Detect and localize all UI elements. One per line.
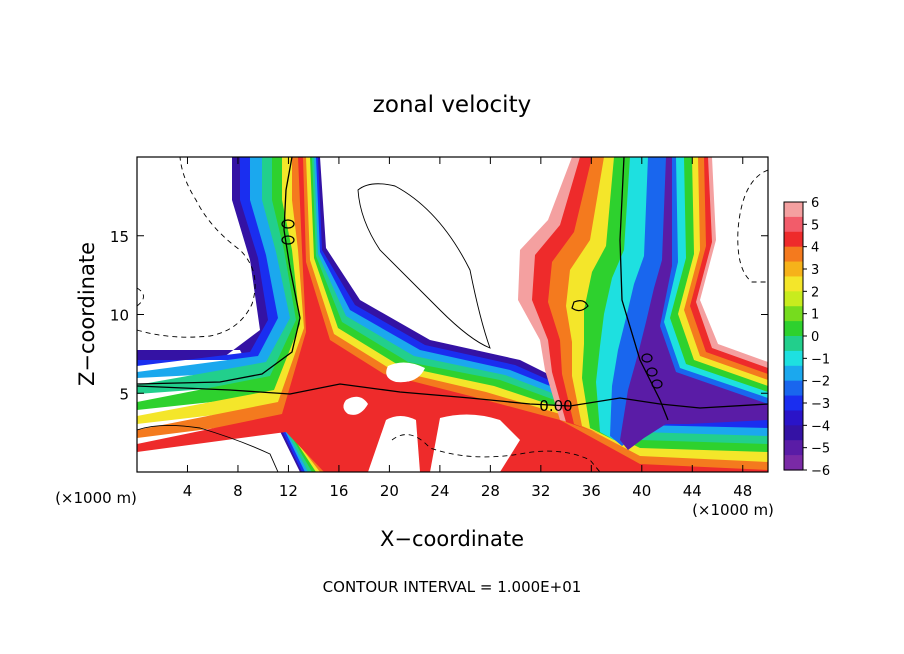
- dashed-contour-right: [737, 169, 768, 283]
- colorbar-label: −3: [811, 397, 830, 412]
- x-tick-label: 48: [733, 482, 752, 500]
- x-tick-label: 44: [683, 482, 702, 500]
- colorbar-label: −6: [811, 464, 830, 479]
- colorbar-swatch: [784, 365, 803, 382]
- contour-loop-3: [281, 235, 295, 245]
- zero-contour-label: 0.00: [539, 397, 572, 415]
- colorbar-label: −1: [811, 352, 830, 367]
- white-pocket-2: [343, 396, 368, 415]
- dashed-contour-left-lower: [137, 287, 144, 307]
- contour-loop-2: [281, 219, 295, 229]
- white-pocket-3: [368, 416, 420, 472]
- colorbar-swatch: [784, 395, 803, 412]
- colorbar-swatch: [784, 306, 803, 322]
- colorbar-label: −4: [811, 419, 830, 434]
- colorbar-swatch: [784, 455, 803, 471]
- y-tick-label: 15: [110, 228, 129, 246]
- colorbar-label: −2: [811, 375, 830, 390]
- colorbar-label: 2: [811, 285, 819, 300]
- y-axis-label: Z−coordinate: [75, 242, 99, 386]
- right-plume-violet: [620, 157, 768, 450]
- colorbar-swatch: [784, 425, 803, 441]
- colorbar-label: 6: [811, 196, 819, 211]
- colorbar-label: 4: [811, 241, 819, 256]
- chart-title: zonal velocity: [373, 92, 531, 118]
- x-tick-label: 4: [183, 482, 193, 500]
- colorbar-label: 3: [811, 263, 819, 278]
- colorbar-label: −5: [811, 442, 830, 457]
- velocity-field: [137, 157, 768, 472]
- x-axis-label: X−coordinate: [380, 527, 524, 551]
- colorbar-swatch: [784, 276, 803, 292]
- colorbar-swatch: [784, 321, 803, 337]
- colorbar-swatch: [784, 336, 803, 352]
- x-tick-label: 28: [481, 482, 500, 500]
- colorbar-swatch: [784, 231, 803, 248]
- x-tick-label: 36: [582, 482, 601, 500]
- contour-loop-4: [641, 353, 653, 363]
- colorbar-swatch: [784, 216, 803, 233]
- colorbar-label: 1: [811, 308, 819, 323]
- x-tick-label: 20: [380, 482, 399, 500]
- colorbar: 6 5 4 3 2 1 0 −1 −2 −3 −4 −5 −6: [783, 196, 830, 479]
- x-axis-ticks: 4 8 12 16 20 24 28 32 36 40 44 48: [183, 157, 752, 500]
- y-tick-label: 5: [119, 385, 129, 403]
- thin-contour-lowerleft: [137, 424, 279, 472]
- white-pocket-1: [386, 362, 425, 383]
- colorbar-swatch: [784, 410, 803, 426]
- colorbar-swatch: [784, 202, 803, 218]
- zero-contour-right: [619, 157, 669, 421]
- thin-contour-upper: [357, 183, 491, 349]
- y-axis-ticks: 5 10 15: [110, 228, 768, 403]
- colorbar-swatch: [784, 440, 803, 456]
- zero-contour-left: [137, 157, 301, 385]
- zero-contour-lower: [137, 383, 768, 409]
- contour-loop-5: [646, 367, 658, 377]
- colorbar-label: 5: [811, 218, 819, 233]
- x-tick-label: 24: [430, 482, 449, 500]
- colorbar-swatch: [784, 246, 803, 263]
- dashed-contour-left: [137, 157, 256, 338]
- x-unit-left: (×1000 m): [55, 489, 137, 507]
- colorbar-swatch: [784, 350, 803, 367]
- contour-loop-1: [571, 300, 589, 312]
- x-tick-label: 40: [632, 482, 651, 500]
- contour-loop-6: [651, 379, 663, 389]
- y-tick-label: 10: [110, 307, 129, 325]
- colorbar-swatch: [784, 261, 803, 278]
- x-tick-label: 16: [329, 482, 348, 500]
- x-tick-label: 8: [233, 482, 243, 500]
- white-pocket-4: [430, 414, 520, 472]
- x-unit-right: (×1000 m): [692, 501, 774, 519]
- colorbar-swatch: [784, 380, 803, 397]
- colorbar-swatch: [784, 291, 803, 307]
- x-tick-label: 32: [531, 482, 550, 500]
- x-tick-label: 12: [279, 482, 298, 500]
- colorbar-label: 0: [811, 330, 819, 345]
- contour-interval: CONTOUR INTERVAL = 1.000E+01: [323, 578, 582, 596]
